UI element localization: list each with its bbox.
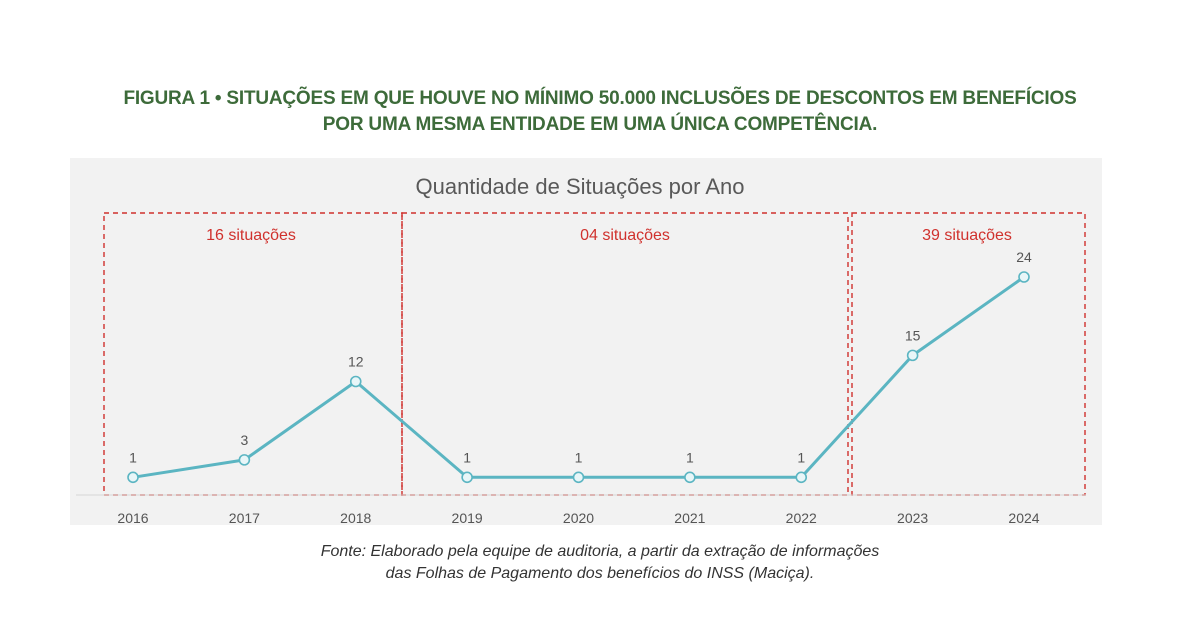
group-box-3 (851, 212, 1086, 496)
data-label-2024: 24 (1016, 249, 1032, 265)
data-label-2022: 1 (797, 449, 805, 465)
x-tick-label-2019: 2019 (452, 510, 483, 526)
data-point-2024 (1018, 271, 1030, 283)
group-box-2 (401, 212, 849, 496)
x-tick-label-2017: 2017 (229, 510, 260, 526)
figure-title-line-1: FIGURA 1 • SITUAÇÕES EM QUE HOUVE NO MÍN… (123, 88, 1077, 109)
x-tick-label-2022: 2022 (786, 510, 817, 526)
series-line (131, 275, 1026, 479)
data-point-2019 (461, 471, 473, 484)
data-label-2017: 3 (240, 432, 248, 448)
group-boxes: 16 situações 04 situações 39 situações (103, 212, 1086, 496)
data-point-2016 (127, 471, 139, 484)
data-label-2023: 15 (905, 327, 921, 343)
x-axis-tick-labels: 2016 2017 2018 2019 2020 2021 2022 2023 2024 (117, 510, 1039, 526)
x-tick-label-2021: 2021 (674, 510, 705, 526)
data-point-2018 (349, 375, 362, 388)
data-label-2019: 1 (463, 449, 471, 465)
source-line-2: das Folhas de Pagamento dos benefícios d… (385, 565, 815, 582)
group-label-2: 04 situações (580, 227, 670, 244)
x-tick-label-2020: 2020 (563, 510, 594, 526)
data-label-2021: 1 (686, 449, 694, 465)
figure-source: Fonte: Elaborado pela equipe de auditori… (0, 541, 1200, 585)
series-line-layer (131, 275, 1026, 479)
figure-title: FIGURA 1 • SITUAÇÕES EM QUE HOUVE NO MÍN… (0, 86, 1200, 138)
data-point-2017 (238, 454, 251, 466)
data-point-2020 (572, 471, 585, 484)
chart-title: Quantidade de Situações por Ano (415, 174, 744, 199)
x-tick-label-2016: 2016 (117, 510, 148, 526)
data-label-2016: 1 (129, 449, 137, 465)
data-label-2018: 12 (348, 354, 364, 370)
group-label-1: 16 situações (206, 227, 296, 244)
figure-title-line-2: POR UMA MESMA ENTIDADE EM UMA ÚNICA COMP… (322, 114, 878, 135)
x-tick-label-2023: 2023 (897, 510, 928, 526)
data-points (127, 271, 1030, 484)
data-point-2021 (684, 471, 696, 484)
data-label-2020: 1 (575, 449, 583, 465)
source-line-1: Fonte: Elaborado pela equipe de auditori… (320, 543, 880, 560)
x-tick-label-2018: 2018 (340, 510, 371, 526)
data-point-2022 (795, 471, 808, 484)
data-point-2023 (906, 349, 919, 362)
data-labels: 1 3 12 1 1 1 1 15 24 (129, 249, 1032, 465)
group-label-3: 39 situações (922, 227, 1012, 244)
x-tick-label-2024: 2024 (1008, 510, 1039, 526)
